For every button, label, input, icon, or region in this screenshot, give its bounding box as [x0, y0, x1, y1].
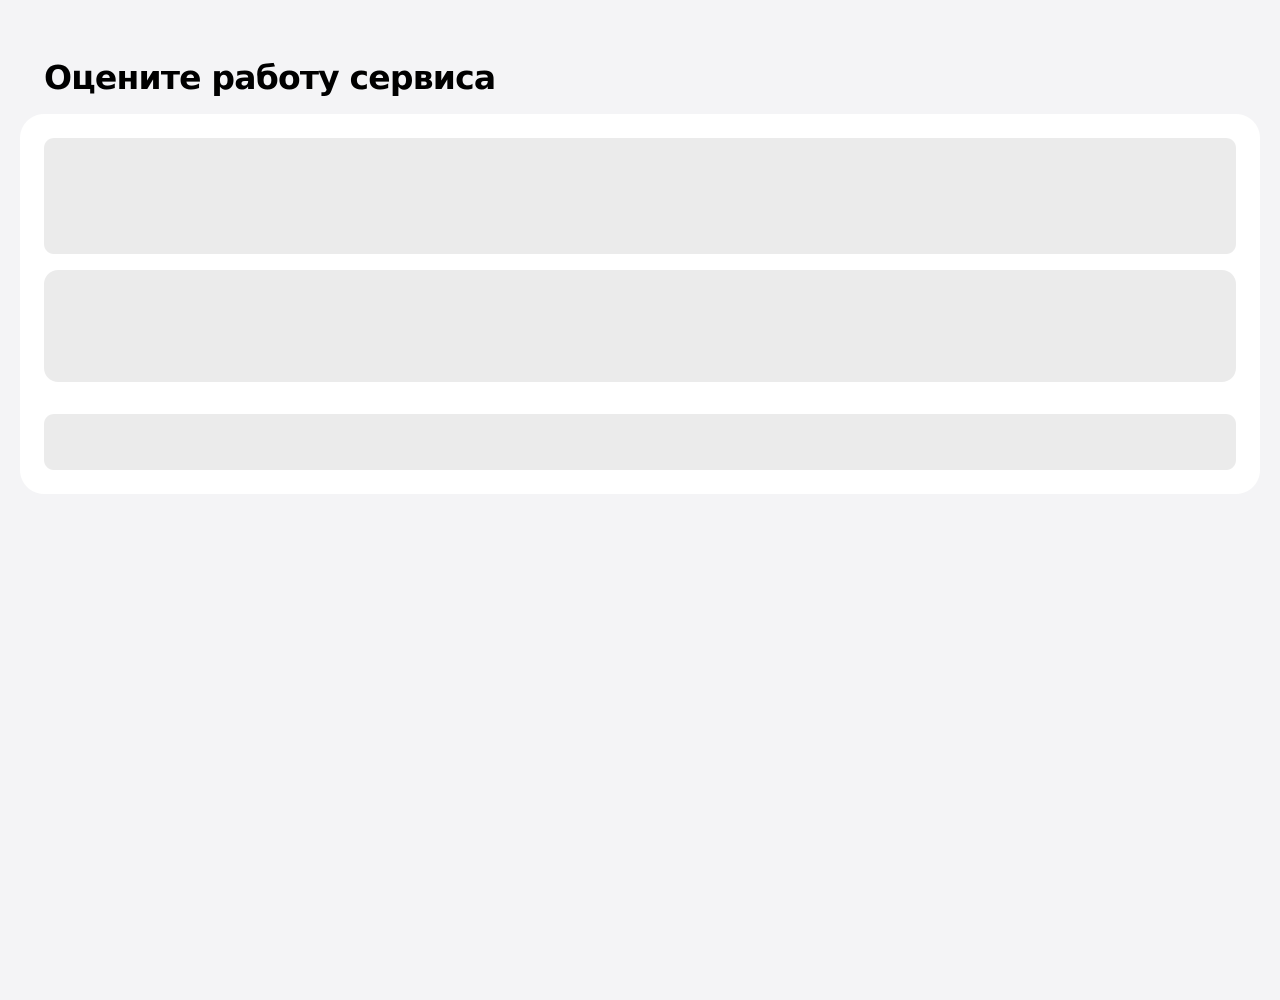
page-title: Оцените работу сервиса: [44, 58, 496, 97]
loading-placeholder-block-1: [44, 138, 1236, 254]
loading-placeholder-block-2: [44, 270, 1236, 382]
loading-placeholder-button: [44, 414, 1236, 470]
feedback-card: [20, 114, 1260, 494]
